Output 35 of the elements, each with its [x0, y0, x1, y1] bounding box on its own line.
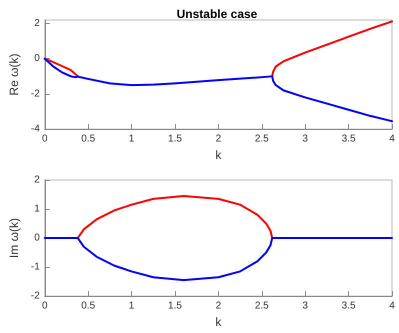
- x-tick-label: 0: [42, 300, 48, 312]
- y-tick-label: 0: [34, 53, 40, 64]
- chart-title: Unstable case: [176, 7, 258, 21]
- x-tick-label: 4: [389, 134, 396, 145]
- y-axis-title: Re ω(k): [7, 54, 21, 96]
- x-tick-label: 3.5: [342, 134, 356, 145]
- x-tick-label: 1.5: [168, 300, 182, 312]
- y-tick-label: -4: [30, 124, 40, 135]
- x-tick-label: 1: [128, 134, 135, 145]
- y-tick-label: -2: [30, 88, 40, 100]
- y-tick-label: -1: [30, 262, 40, 273]
- x-tick-label: 1: [128, 300, 135, 312]
- x-tick-label: 2.5: [254, 134, 270, 145]
- y-axis-title: Im ω(k): [7, 218, 21, 258]
- x-tick-label: 1.5: [168, 134, 182, 145]
- x-tick-label: 0.5: [81, 300, 96, 312]
- x-tick-label: 0: [42, 134, 48, 145]
- line-series: [44, 237, 393, 282]
- line-series: [44, 58, 393, 122]
- x-tick-label: 2: [216, 134, 222, 145]
- y-tick-label: -2: [30, 290, 40, 302]
- line-series: [76, 194, 274, 240]
- x-axis-title: k: [215, 148, 222, 162]
- y-tick-label: 2: [34, 18, 40, 30]
- x-tick-label: 3.5: [342, 300, 356, 312]
- x-tick-label: 2.5: [254, 300, 270, 312]
- y-tick-label: 2: [34, 174, 40, 186]
- x-tick-label: 0.5: [81, 134, 96, 145]
- y-tick-label: 0: [34, 232, 40, 244]
- x-tick-label: 3: [302, 134, 308, 145]
- x-axis-title: k: [215, 315, 222, 329]
- x-tick-label: 3: [302, 300, 308, 312]
- x-tick-label: 4: [389, 300, 396, 312]
- y-tick-label: 1: [34, 204, 40, 215]
- x-tick-label: 2: [216, 300, 222, 312]
